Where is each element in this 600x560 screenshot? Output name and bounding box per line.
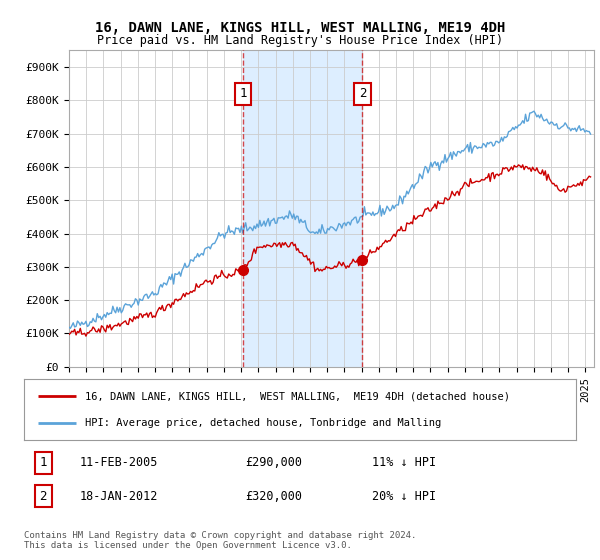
Text: 1: 1 <box>239 87 247 100</box>
Text: £320,000: £320,000 <box>245 489 302 503</box>
Text: HPI: Average price, detached house, Tonbridge and Malling: HPI: Average price, detached house, Tonb… <box>85 418 441 428</box>
Text: 11% ↓ HPI: 11% ↓ HPI <box>372 456 436 469</box>
Text: 18-JAN-2012: 18-JAN-2012 <box>79 489 158 503</box>
Text: Contains HM Land Registry data © Crown copyright and database right 2024.
This d: Contains HM Land Registry data © Crown c… <box>24 531 416 550</box>
Text: 16, DAWN LANE, KINGS HILL,  WEST MALLING,  ME19 4DH (detached house): 16, DAWN LANE, KINGS HILL, WEST MALLING,… <box>85 391 510 401</box>
Text: 20% ↓ HPI: 20% ↓ HPI <box>372 489 436 503</box>
Text: 1: 1 <box>40 456 47 469</box>
Text: £290,000: £290,000 <box>245 456 302 469</box>
Text: 11-FEB-2005: 11-FEB-2005 <box>79 456 158 469</box>
Bar <box>243 50 362 367</box>
Text: 16, DAWN LANE, KINGS HILL, WEST MALLING, ME19 4DH: 16, DAWN LANE, KINGS HILL, WEST MALLING,… <box>95 21 505 35</box>
Text: 2: 2 <box>359 87 366 100</box>
Text: 2: 2 <box>40 489 47 503</box>
Text: Price paid vs. HM Land Registry's House Price Index (HPI): Price paid vs. HM Land Registry's House … <box>97 34 503 46</box>
